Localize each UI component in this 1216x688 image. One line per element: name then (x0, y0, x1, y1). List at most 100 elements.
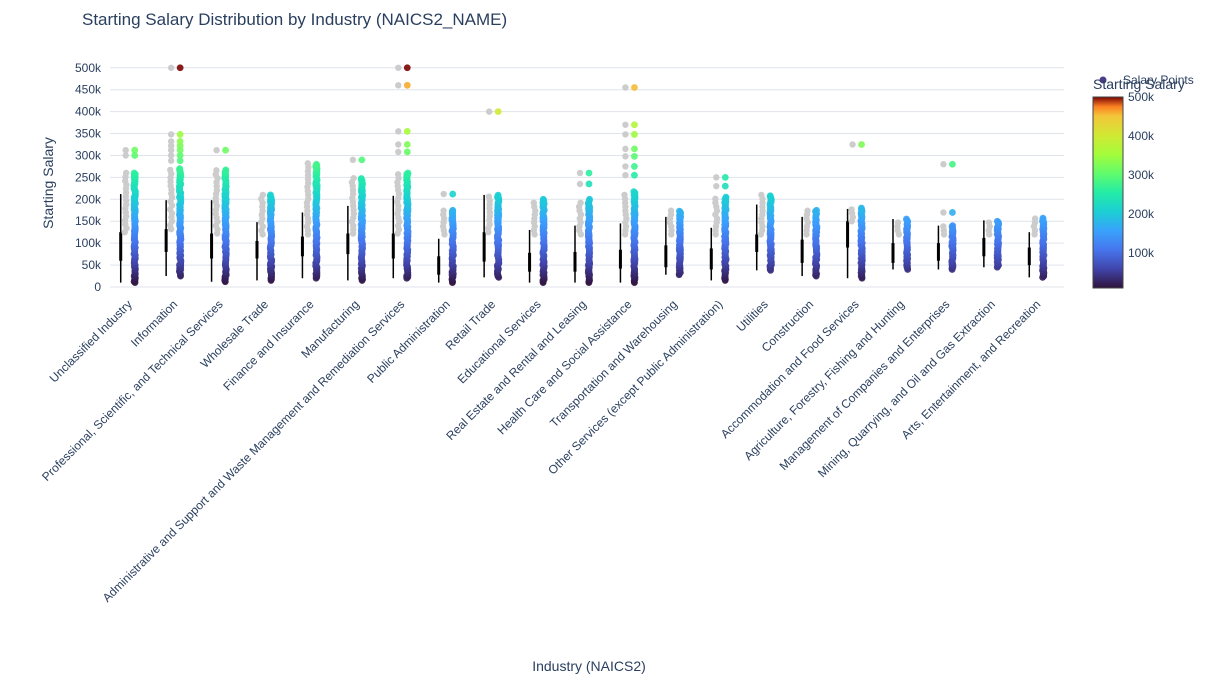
salary-point-outlier[interactable] (631, 84, 638, 91)
salary-point-gray[interactable] (167, 166, 174, 174)
salary-point[interactable] (1039, 214, 1047, 222)
salary-point[interactable] (993, 217, 1001, 225)
box-iqr[interactable] (755, 234, 759, 252)
salary-point-outlier[interactable] (403, 64, 411, 72)
salary-point-outlier[interactable] (176, 138, 184, 145)
salary-point-gray[interactable] (577, 199, 584, 207)
salary-point-outlier[interactable] (176, 152, 184, 159)
salary-point-outlier[interactable] (494, 108, 502, 116)
salary-point-gray[interactable] (440, 207, 447, 214)
salary-point-gray[interactable] (122, 169, 130, 177)
salary-point-outlier[interactable] (585, 180, 593, 188)
salary-point-gray[interactable] (622, 131, 629, 138)
box-iqr[interactable] (437, 256, 441, 275)
box-iqr[interactable] (255, 240, 259, 259)
salary-point-gray[interactable] (667, 207, 675, 214)
salary-point[interactable] (313, 160, 320, 168)
salary-point-outlier[interactable] (403, 81, 411, 89)
box-iqr[interactable] (846, 221, 850, 248)
salary-point-gray[interactable] (622, 84, 629, 91)
salary-point-gray[interactable] (167, 157, 175, 164)
salary-point-outlier[interactable] (176, 131, 184, 138)
salary-point-gray[interactable] (395, 64, 402, 71)
box-iqr[interactable] (391, 233, 395, 259)
salary-point[interactable] (675, 207, 683, 215)
salary-point[interactable] (357, 175, 365, 182)
salary-point[interactable] (267, 191, 274, 199)
box-iqr[interactable] (982, 237, 986, 257)
salary-point-outlier[interactable] (449, 190, 457, 198)
box-iqr[interactable] (164, 229, 168, 252)
salary-point[interactable] (449, 206, 457, 214)
salary-point-outlier[interactable] (131, 152, 139, 159)
salary-point-gray[interactable] (622, 163, 629, 170)
salary-point[interactable] (176, 165, 184, 173)
salary-point-gray[interactable] (758, 191, 765, 199)
salary-point-gray[interactable] (167, 142, 175, 150)
salary-point[interactable] (813, 206, 820, 214)
box-iqr[interactable] (618, 249, 622, 269)
salary-point-gray[interactable] (576, 169, 584, 177)
salary-point-gray[interactable] (940, 209, 947, 216)
salary-point-gray[interactable] (213, 147, 220, 154)
salary-point-outlier[interactable] (721, 173, 729, 181)
salary-point[interactable] (949, 222, 957, 230)
salary-point-gray[interactable] (350, 175, 357, 182)
salary-point-gray[interactable] (622, 171, 629, 179)
salary-point-gray[interactable] (713, 174, 720, 181)
salary-point-outlier[interactable] (131, 146, 139, 154)
salary-point-gray[interactable] (621, 191, 628, 199)
salary-point-gray[interactable] (167, 138, 175, 145)
salary-point-gray[interactable] (395, 148, 402, 156)
salary-point-gray[interactable] (622, 153, 629, 160)
salary-point-outlier[interactable] (858, 141, 865, 148)
salary-point[interactable] (130, 169, 138, 177)
salary-point-gray[interactable] (167, 131, 175, 138)
salary-point-outlier[interactable] (403, 148, 411, 156)
box-iqr[interactable] (936, 243, 940, 261)
salary-point-outlier[interactable] (949, 209, 956, 216)
salary-point-outlier[interactable] (631, 121, 638, 129)
salary-point-gray[interactable] (485, 193, 493, 200)
box-iqr[interactable] (528, 252, 532, 272)
salary-point-outlier[interactable] (222, 146, 229, 154)
salary-point-outlier[interactable] (631, 145, 638, 153)
salary-point-outlier[interactable] (631, 152, 638, 160)
salary-point-gray[interactable] (940, 223, 947, 230)
salary-point-gray[interactable] (122, 147, 129, 154)
salary-point-gray[interactable] (940, 161, 947, 168)
salary-point-gray[interactable] (304, 160, 312, 167)
box-iqr[interactable] (891, 243, 895, 263)
salary-point-gray[interactable] (167, 147, 175, 154)
salary-point-gray[interactable] (167, 152, 175, 159)
salary-point-gray[interactable] (622, 145, 629, 153)
box-iqr[interactable] (119, 232, 123, 261)
salary-point[interactable] (494, 191, 502, 199)
salary-point[interactable] (858, 204, 865, 212)
salary-point-outlier[interactable] (631, 131, 638, 138)
box-iqr[interactable] (664, 245, 668, 268)
salary-point-gray[interactable] (848, 206, 855, 213)
salary-point-gray[interactable] (213, 167, 220, 174)
salary-point[interactable] (630, 188, 638, 196)
box-iqr[interactable] (210, 233, 214, 259)
salary-point-outlier[interactable] (631, 163, 638, 170)
salary-point[interactable] (222, 166, 230, 174)
legend[interactable]: Salary Points (1099, 73, 1194, 87)
salary-point-outlier[interactable] (358, 156, 366, 164)
salary-point-gray[interactable] (712, 195, 719, 203)
salary-point-gray[interactable] (985, 219, 993, 226)
salary-point-gray[interactable] (576, 180, 584, 188)
salary-point-gray[interactable] (1031, 215, 1039, 222)
salary-point[interactable] (903, 215, 910, 223)
box-iqr[interactable] (573, 251, 577, 272)
salary-point-gray[interactable] (530, 199, 537, 207)
salary-point-outlier[interactable] (176, 157, 184, 165)
box-iqr[interactable] (300, 236, 304, 257)
salary-point-gray[interactable] (485, 108, 493, 115)
salary-point-gray[interactable] (395, 128, 402, 135)
salary-point-outlier[interactable] (403, 127, 411, 135)
salary-point-gray[interactable] (122, 152, 129, 159)
box-iqr[interactable] (709, 248, 713, 270)
salary-point-gray[interactable] (167, 64, 175, 71)
